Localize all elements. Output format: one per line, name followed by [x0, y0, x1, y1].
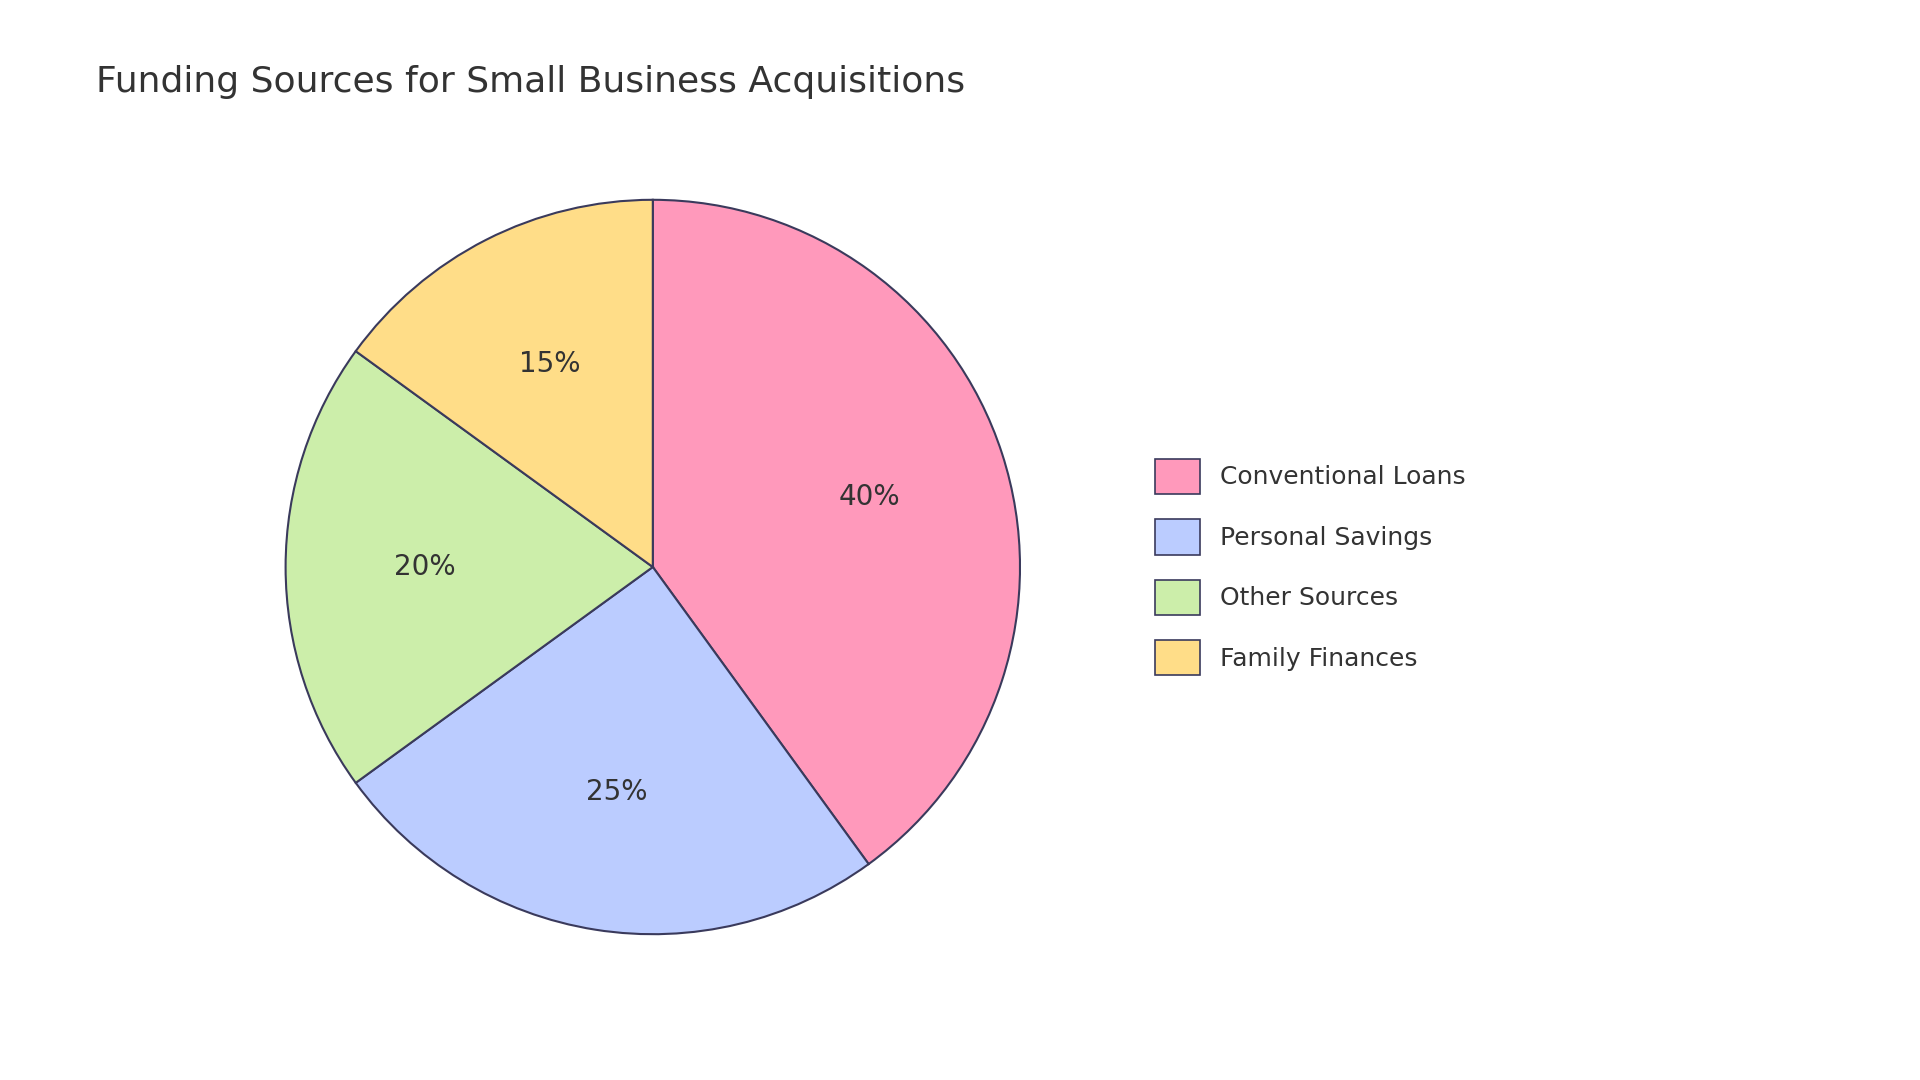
Text: 40%: 40%	[839, 483, 900, 511]
Legend: Conventional Loans, Personal Savings, Other Sources, Family Finances: Conventional Loans, Personal Savings, Ot…	[1142, 446, 1478, 688]
Wedge shape	[286, 351, 653, 783]
Wedge shape	[355, 567, 868, 934]
Text: 15%: 15%	[518, 350, 580, 378]
Wedge shape	[653, 200, 1020, 864]
Text: 20%: 20%	[394, 553, 455, 581]
Text: Funding Sources for Small Business Acquisitions: Funding Sources for Small Business Acqui…	[96, 65, 966, 98]
Wedge shape	[355, 200, 653, 567]
Text: 25%: 25%	[586, 778, 647, 806]
